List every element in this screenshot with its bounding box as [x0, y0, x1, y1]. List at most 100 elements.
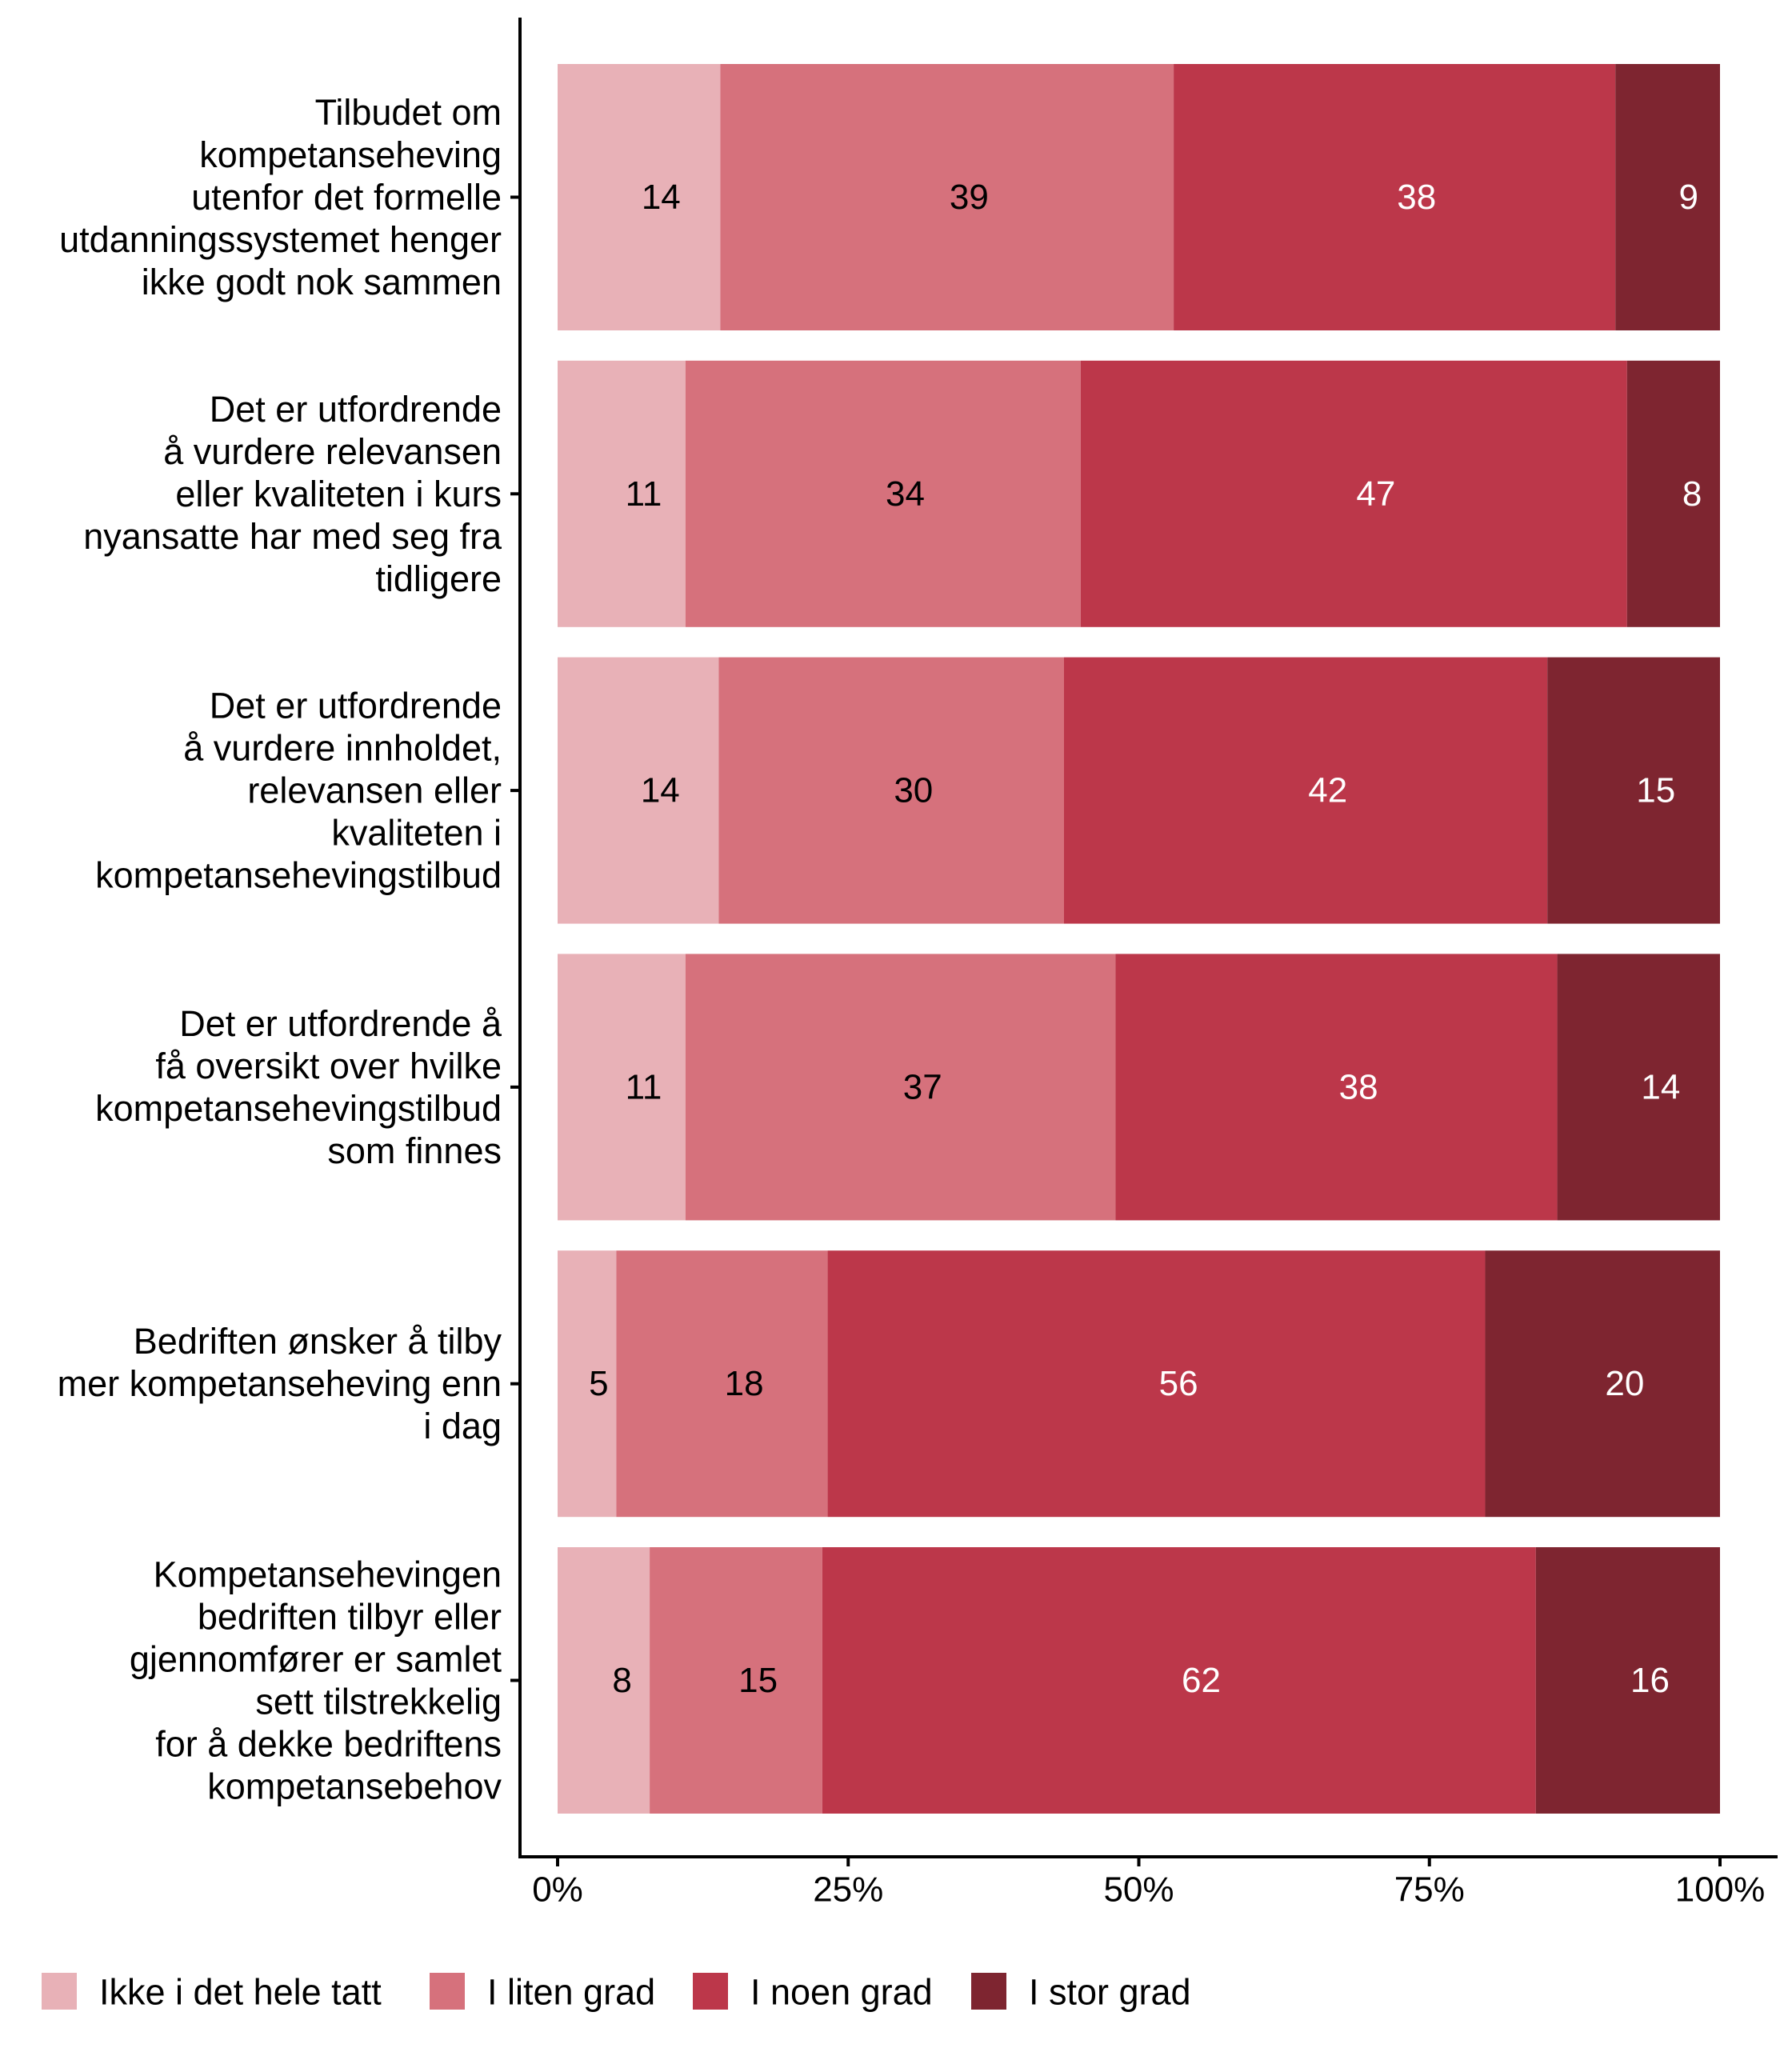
- value-label: 18: [725, 1364, 764, 1403]
- bar-segment: [1115, 954, 1558, 1221]
- value-label: 9: [1679, 178, 1698, 217]
- category-label: Det er utfordrende å vurdere innholdet, re…: [95, 686, 502, 896]
- value-labels-layer: 14 39 38 9 11 34 47 8 14 30 42 15 11 37 38 14 5 18 56 20 8 15…: [589, 178, 1702, 1700]
- bar-segment: [1063, 657, 1548, 924]
- value-label: 14: [641, 771, 680, 810]
- legend-key: [42, 1973, 77, 2010]
- x-tick-label: 25%: [813, 1870, 883, 1910]
- legend-item: I noen grad: [693, 1972, 933, 2013]
- bar-segment: [558, 360, 686, 627]
- bar-segment: [1626, 360, 1720, 627]
- bar-segment: [558, 657, 719, 924]
- value-label: 14: [642, 178, 681, 217]
- value-label: 39: [950, 178, 989, 217]
- category-label-line: kompetansehevingstilbud: [95, 855, 502, 896]
- legend: Ikke i det hele tatt I liten grad I noen g…: [42, 1972, 1191, 2013]
- bar-segment: [1485, 1250, 1720, 1518]
- x-tick-label: 75%: [1394, 1870, 1465, 1910]
- category-label-line: som finnes: [327, 1130, 502, 1171]
- category-label-line: Det er utfordrende: [210, 686, 502, 726]
- category-label-line: Kompetansehevingen: [154, 1554, 502, 1595]
- value-label: 38: [1397, 178, 1436, 217]
- bar-segment: [616, 1250, 828, 1518]
- bar-segment: [685, 360, 1081, 627]
- legend-label: I stor grad: [1029, 1972, 1191, 2013]
- legend-key: [693, 1973, 728, 2010]
- category-label: Kompetansehevingen bedriften tilbyr eller…: [130, 1554, 502, 1807]
- bar-segment: [558, 1250, 617, 1518]
- category-label: Bedriften ønsker å tilby mer kompetansehe…: [58, 1321, 502, 1446]
- bar-segment: [1535, 1547, 1720, 1814]
- legend-item: I stor grad: [971, 1972, 1191, 2013]
- category-label-line: gjennomfører er samlet: [130, 1639, 502, 1680]
- category-label-line: for å dekke bedriftens: [155, 1724, 502, 1765]
- category-label-line: å vurdere relevansen: [163, 431, 502, 472]
- legend-label: I liten grad: [487, 1972, 655, 2013]
- value-label: 11: [626, 474, 662, 514]
- category-label-line: i dag: [423, 1406, 502, 1446]
- category-label-line: kvaliteten i: [331, 813, 502, 854]
- value-label: 11: [626, 1067, 662, 1106]
- category-label: Det er utfordrende å vurdere relevansen el…: [83, 389, 502, 599]
- value-label: 14: [1641, 1067, 1680, 1106]
- legend-label: I noen grad: [750, 1972, 933, 2013]
- bar-segment: [1174, 64, 1616, 330]
- x-tick-label: 100%: [1675, 1870, 1766, 1910]
- legend-label: Ikke i det hele tatt: [99, 1972, 382, 2013]
- category-label-line: mer kompetanseheving enn: [58, 1363, 502, 1404]
- x-tick-label: 0%: [532, 1870, 583, 1910]
- x-ticks-layer: 0% 25% 50% 75% 100%: [532, 1857, 1765, 1910]
- bar-segment: [685, 954, 1116, 1221]
- legend-key: [430, 1973, 465, 2010]
- legend-item: I liten grad: [430, 1972, 655, 2013]
- bar-segment: [1080, 360, 1627, 627]
- value-label: 30: [894, 771, 933, 810]
- bar-segment: [558, 954, 686, 1221]
- bar-segment: [558, 64, 721, 330]
- category-label-line: kompetanseheving: [199, 134, 502, 175]
- category-label-line: eller kvaliteten i kurs: [175, 474, 502, 514]
- category-label-line: Tilbudet om: [315, 92, 502, 133]
- value-label: 15: [1636, 771, 1675, 810]
- value-label: 5: [589, 1364, 608, 1403]
- value-label: 47: [1356, 474, 1395, 514]
- category-label: Tilbudet om kompetanseheving utenfor det f…: [59, 92, 502, 302]
- bar-segment: [720, 64, 1174, 330]
- category-label: Det er utfordrende å få oversikt over hvi…: [95, 1003, 502, 1171]
- value-label: 8: [1682, 474, 1702, 514]
- bar-segment: [1557, 954, 1720, 1221]
- value-label: 16: [1630, 1661, 1670, 1700]
- category-label-line: kompetansebehov: [207, 1766, 502, 1807]
- value-label: 62: [1182, 1661, 1221, 1700]
- category-label-line: utdanningssystemet henger: [59, 219, 502, 260]
- category-label-line: å vurdere innholdet,: [183, 728, 502, 769]
- bars-layer: [558, 64, 1720, 1814]
- category-label-line: Det er utfordrende å: [179, 1003, 502, 1044]
- category-label-line: nyansatte har med seg fra: [83, 516, 502, 557]
- category-label-line: Det er utfordrende: [210, 389, 502, 430]
- value-label: 15: [738, 1661, 778, 1700]
- bar-segment: [1615, 64, 1720, 330]
- category-label-line: utenfor det formelle: [191, 177, 502, 218]
- bar-segment: [1547, 657, 1720, 924]
- category-label-line: ikke godt nok sammen: [142, 262, 502, 302]
- value-label: 38: [1339, 1067, 1378, 1106]
- category-labels-layer: Tilbudet om kompetanseheving utenfor det f…: [58, 92, 520, 1807]
- category-label-line: sett tilstrekkelig: [255, 1682, 502, 1722]
- bar-segment: [822, 1547, 1536, 1814]
- value-label: 37: [903, 1067, 942, 1106]
- value-label: 34: [886, 474, 925, 514]
- category-label-line: tidligere: [375, 558, 502, 599]
- category-label-line: bedriften tilbyr eller: [198, 1597, 502, 1638]
- axes-layer: [518, 18, 1778, 1858]
- category-label-line: få oversikt over hvilke: [155, 1046, 502, 1086]
- category-label-line: relevansen eller: [247, 770, 502, 811]
- value-label: 56: [1159, 1364, 1198, 1403]
- bar-segment: [650, 1547, 822, 1814]
- value-label: 8: [612, 1661, 631, 1700]
- category-label-line: Bedriften ønsker å tilby: [134, 1321, 502, 1362]
- x-tick-label: 50%: [1103, 1870, 1174, 1910]
- bar-segment: [827, 1250, 1486, 1518]
- bar-segment: [718, 657, 1064, 924]
